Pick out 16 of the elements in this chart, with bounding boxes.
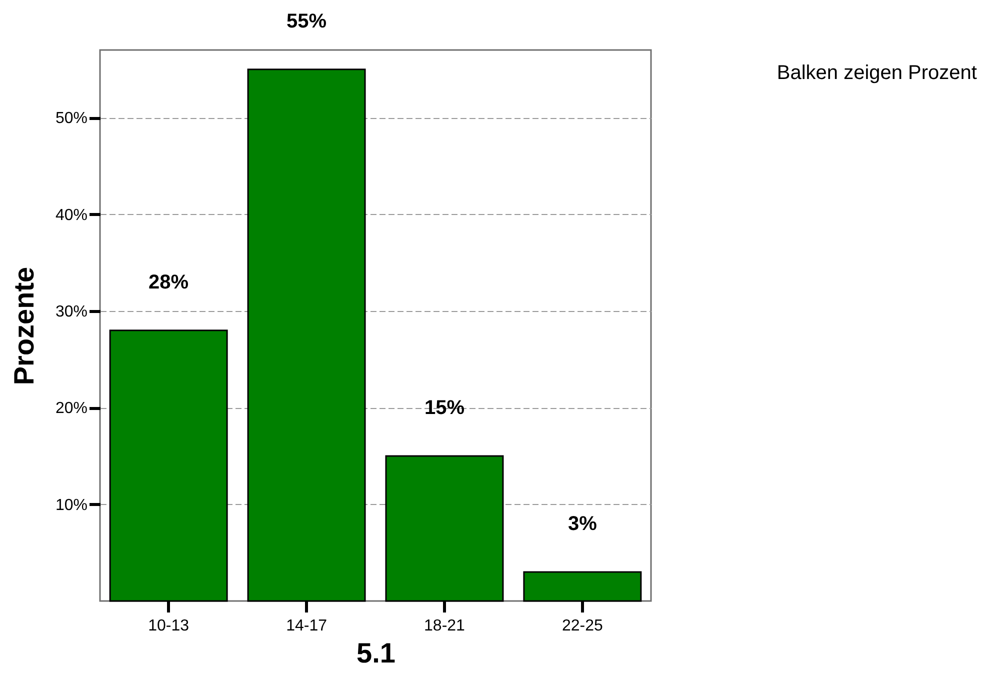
data-label: 55% [286, 10, 327, 32]
x-tick-label: 14-17 [286, 618, 328, 634]
x-tick-label: 10-13 [148, 618, 190, 634]
data-label: 28% [148, 271, 189, 294]
data-label: 15% [424, 397, 465, 419]
y-tick-label: 10% [55, 496, 88, 514]
y-tick-label: 50% [55, 110, 88, 128]
text: Balken zeigen Prozent [776, 62, 978, 84]
y-tick-label: 20% [55, 400, 88, 418]
data-label: 3% [568, 513, 598, 535]
x-tick-label: 18-21 [424, 618, 466, 634]
y-tick-label: 30% [55, 304, 88, 320]
x-axis-title: 5.1 [356, 638, 396, 668]
y-tick-label: 40% [55, 206, 88, 224]
x-tick-label: 22-25 [562, 618, 603, 634]
y-axis-title: Prozente [8, 266, 40, 386]
